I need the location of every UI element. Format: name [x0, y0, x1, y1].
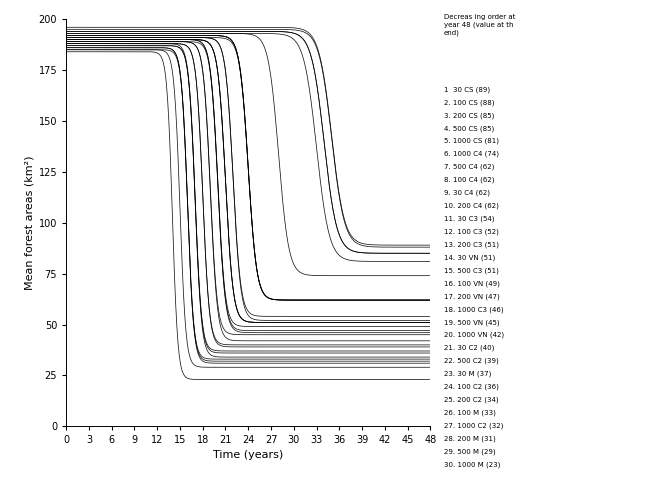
Text: 2. 100 CS (88): 2. 100 CS (88): [444, 99, 494, 106]
Text: 22. 500 C2 (39): 22. 500 C2 (39): [444, 358, 498, 365]
Text: 29. 500 M (29): 29. 500 M (29): [444, 448, 495, 455]
X-axis label: Time (years): Time (years): [213, 449, 283, 459]
Text: 21. 30 C2 (40): 21. 30 C2 (40): [444, 345, 494, 352]
Text: 8. 100 C4 (62): 8. 100 C4 (62): [444, 177, 494, 183]
Text: 27. 1000 C2 (32): 27. 1000 C2 (32): [444, 422, 503, 429]
Text: 28. 200 M (31): 28. 200 M (31): [444, 435, 495, 442]
Text: 25. 200 C2 (34): 25. 200 C2 (34): [444, 397, 498, 403]
Text: 15. 500 C3 (51): 15. 500 C3 (51): [444, 267, 498, 274]
Text: 30. 1000 M (23): 30. 1000 M (23): [444, 461, 500, 468]
Text: 10. 200 C4 (62): 10. 200 C4 (62): [444, 203, 498, 209]
Text: 23. 30 M (37): 23. 30 M (37): [444, 371, 491, 377]
Text: 4. 500 CS (85): 4. 500 CS (85): [444, 125, 494, 132]
Text: 7. 500 C4 (62): 7. 500 C4 (62): [444, 164, 494, 171]
Text: 17. 200 VN (47): 17. 200 VN (47): [444, 293, 499, 300]
Text: 16. 100 VN (49): 16. 100 VN (49): [444, 280, 499, 287]
Text: 9. 30 C4 (62): 9. 30 C4 (62): [444, 190, 489, 196]
Text: 26. 100 M (33): 26. 100 M (33): [444, 410, 495, 416]
Text: 20. 1000 VN (42): 20. 1000 VN (42): [444, 332, 504, 339]
Text: 1  30 CS (89): 1 30 CS (89): [444, 86, 490, 93]
Text: 14. 30 VN (51): 14. 30 VN (51): [444, 254, 495, 261]
Text: 11. 30 C3 (54): 11. 30 C3 (54): [444, 216, 494, 222]
Text: 5. 1000 CS (81): 5. 1000 CS (81): [444, 138, 498, 145]
Text: 13. 200 C3 (51): 13. 200 C3 (51): [444, 241, 498, 248]
Text: 3. 200 CS (85): 3. 200 CS (85): [444, 112, 494, 119]
Text: 6. 1000 C4 (74): 6. 1000 C4 (74): [444, 151, 498, 158]
Text: Decreas ing order at
year 48 (value at th
end): Decreas ing order at year 48 (value at t…: [444, 14, 515, 36]
Text: 18. 1000 C3 (46): 18. 1000 C3 (46): [444, 306, 503, 313]
Text: 19. 500 VN (45): 19. 500 VN (45): [444, 319, 499, 326]
Text: 12. 100 C3 (52): 12. 100 C3 (52): [444, 228, 498, 235]
Text: 24. 100 C2 (36): 24. 100 C2 (36): [444, 384, 498, 390]
Y-axis label: Mean forest areas (km²): Mean forest areas (km²): [24, 156, 34, 290]
